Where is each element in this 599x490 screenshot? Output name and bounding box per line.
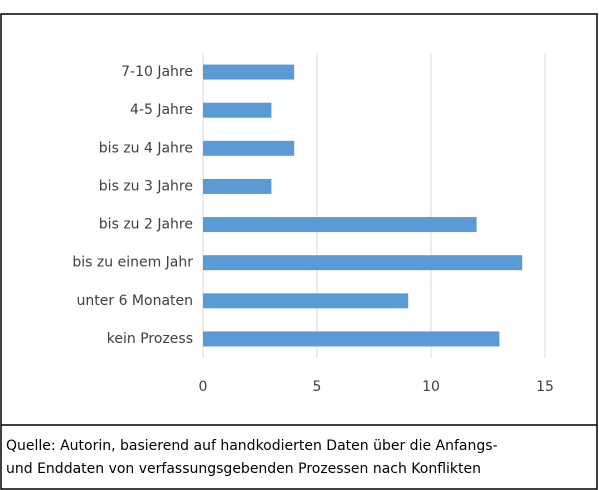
bar <box>203 64 295 80</box>
caption: und Enddaten von verfassungsgebenden Pro… <box>6 461 481 477</box>
bar <box>203 217 477 233</box>
frame <box>0 13 598 490</box>
caption: Quelle: Autorin, basierend auf handkodie… <box>6 438 498 454</box>
y-tick-label: bis zu 2 Jahre <box>99 217 193 233</box>
bar <box>203 255 523 271</box>
bar <box>203 293 409 309</box>
x-tick-label: 0 <box>199 379 208 395</box>
y-tick-label: bis zu 4 Jahre <box>99 140 193 156</box>
bar <box>203 331 500 347</box>
bar <box>203 102 272 118</box>
y-tick-label: 7-10 Jahre <box>121 64 193 80</box>
bar <box>203 178 272 194</box>
y-tick-label: kein Prozess <box>107 331 193 347</box>
x-tick-label: 15 <box>536 379 554 395</box>
x-tick-label: 5 <box>313 379 322 395</box>
bar <box>203 140 295 156</box>
y-tick-label: unter 6 Monaten <box>77 293 193 309</box>
y-tick-label: bis zu 3 Jahre <box>99 178 193 194</box>
y-tick-label: 4-5 Jahre <box>130 102 193 118</box>
y-tick-label: bis zu einem Jahr <box>72 255 193 271</box>
x-tick-label: 10 <box>422 379 440 395</box>
